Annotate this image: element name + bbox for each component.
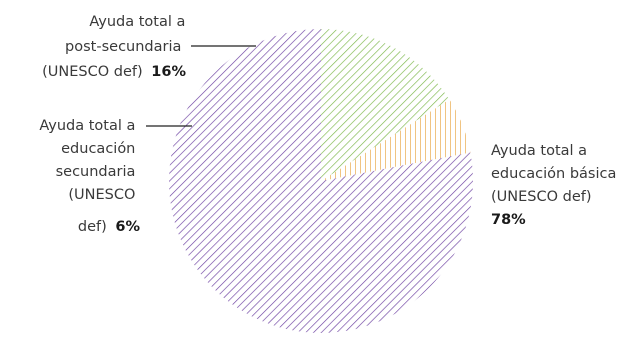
- slice-label-postsecundaria: Ayuda total a post-secundaria (UNESCO de…: [42, 14, 190, 80]
- slice-label-line: def): [78, 219, 107, 235]
- slice-basica: [169, 29, 474, 333]
- slice-label-basica: Ayuda total a educación básica (UNESCO d…: [491, 143, 621, 228]
- slice-label-line: post-secundaria: [65, 39, 181, 55]
- slice-label-line: educación básica: [491, 166, 616, 182]
- slice-label-line: secundaria: [56, 164, 136, 180]
- pie-slices: [169, 29, 474, 333]
- slice-label-line: Ayuda total a: [491, 143, 587, 159]
- slice-label-line: (UNESCO: [68, 187, 135, 203]
- slice-label-line: Ayuda total a: [89, 14, 185, 30]
- slice-value-label: 78%: [491, 212, 526, 228]
- slice-value-label: 16%: [151, 64, 186, 80]
- slice-label-line: educación: [61, 141, 135, 157]
- slice-value-label: 6%: [115, 219, 140, 235]
- slice-label-line: Ayuda total a: [39, 118, 135, 134]
- leader-lines: [146, 45, 256, 127]
- slice-label-line: (UNESCO def): [491, 189, 592, 205]
- slice-postsecundaria: [321, 29, 450, 181]
- slice-secundaria: [321, 99, 471, 181]
- slice-label-secundaria: Ayuda total a educación secundaria (UNES…: [39, 118, 140, 235]
- slice-label-line: (UNESCO def): [42, 64, 143, 80]
